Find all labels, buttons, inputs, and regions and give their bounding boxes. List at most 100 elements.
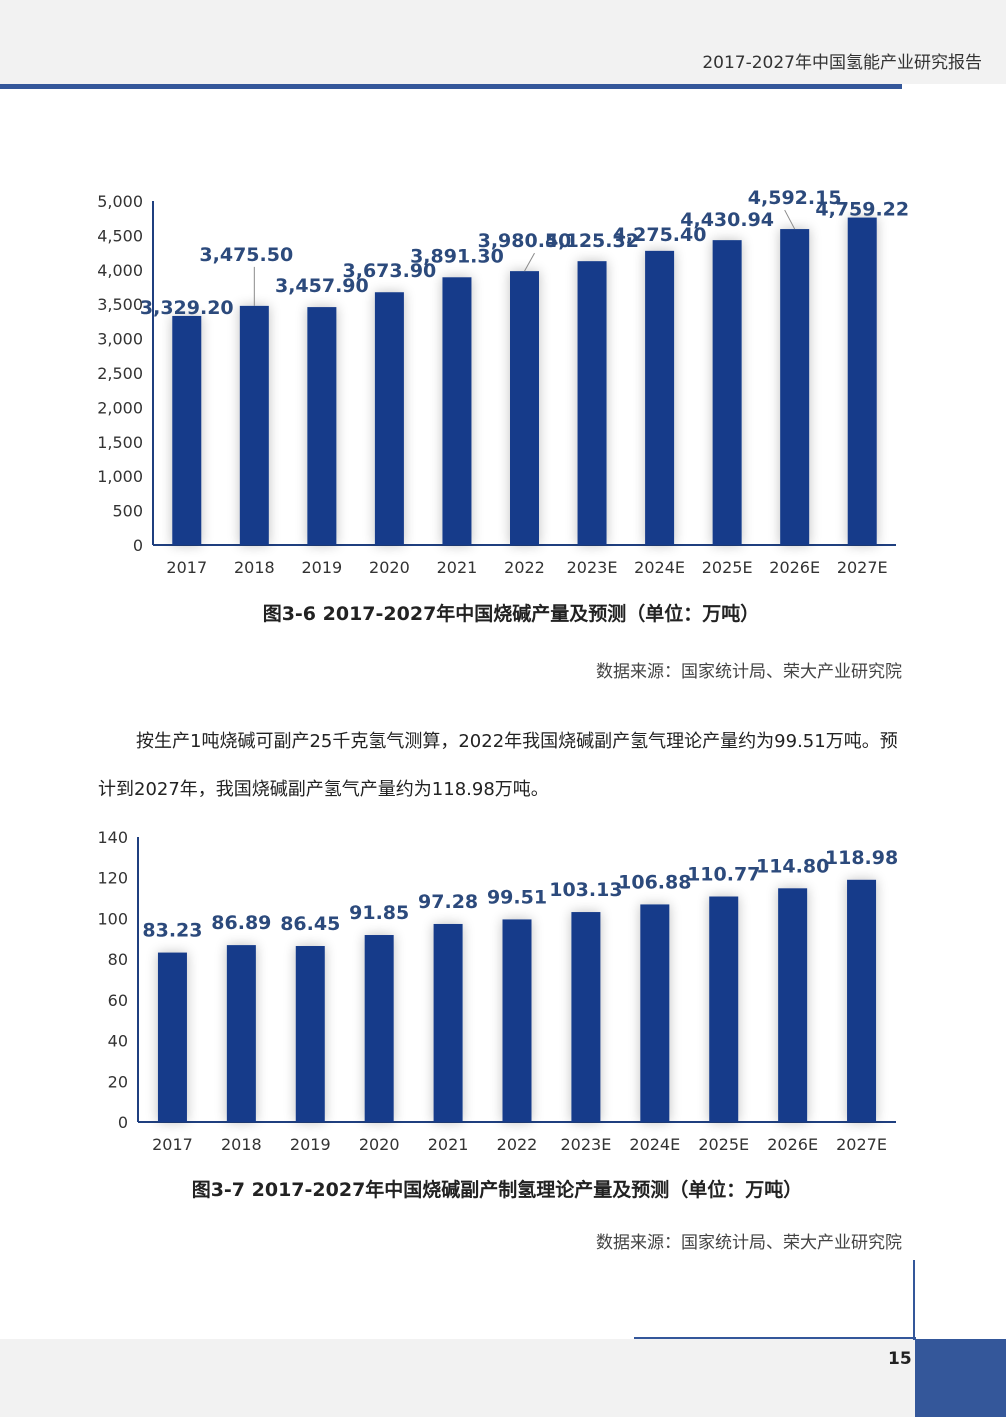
- body-paragraph-text: 按生产1吨烧碱可副产25千克氢气测算，2022年我国烧碱副产氢气理论产量约为99…: [98, 731, 898, 800]
- bar: [640, 904, 670, 1122]
- header-band: [0, 0, 1006, 84]
- bar: [709, 896, 739, 1122]
- x-tick-label: 2020: [359, 1135, 400, 1154]
- data-label: 99.51: [487, 886, 547, 908]
- x-tick-label: 2022: [504, 558, 545, 577]
- figure-caption-3-7: 图3-7 2017-2027年中国烧碱副产制氢理论产量及预测（单位：万吨）: [191, 1179, 803, 1201]
- data-label: 110.77: [687, 864, 760, 886]
- y-tick-label: 4,000: [97, 261, 143, 280]
- data-label: 3,329.20: [140, 297, 234, 319]
- bar: [712, 240, 742, 545]
- data-label: 118.98: [825, 847, 898, 869]
- y-tick-label: 20: [108, 1072, 128, 1091]
- data-source-1: 数据来源：国家统计局、荣大产业研究院: [596, 662, 902, 682]
- page-number: 15: [888, 1349, 912, 1369]
- bar: [442, 277, 472, 545]
- bar: [510, 271, 539, 545]
- figure-caption-3-6: 图3-6 2017-2027年中国烧碱产量及预测（单位：万吨）: [262, 603, 760, 625]
- x-tick-label: 2024E: [629, 1135, 680, 1154]
- data-source-2: 数据来源：国家统计局、荣大产业研究院: [596, 1233, 902, 1253]
- data-label: 86.89: [211, 912, 271, 934]
- data-label: 4,430.94: [680, 209, 774, 231]
- data-label: 4,759.22: [815, 199, 909, 221]
- x-tick-label: 2027E: [836, 1135, 887, 1154]
- x-tick-label: 2025E: [698, 1135, 749, 1154]
- x-tick-label: 2017: [166, 558, 207, 577]
- y-tick-label: 1,500: [97, 433, 143, 452]
- body-paragraph: 按生产1吨烧碱可副产25千克氢气测算，2022年我国烧碱副产氢气理论产量约为99…: [98, 718, 904, 814]
- x-tick-label: 2023E: [567, 558, 618, 577]
- x-tick-label: 2020: [369, 558, 410, 577]
- bar: [577, 261, 607, 545]
- bar: [847, 879, 877, 1122]
- y-tick-label: 3,500: [97, 295, 143, 314]
- x-tick-label: 2022: [497, 1135, 538, 1154]
- bar: [502, 919, 532, 1122]
- bar: [226, 945, 256, 1122]
- bar: [778, 888, 808, 1122]
- x-tick-label: 2018: [221, 1135, 262, 1154]
- footer-rule: [634, 1337, 916, 1339]
- bar: [433, 923, 463, 1122]
- data-label: 4,125.32: [545, 230, 639, 252]
- y-tick-label: 3,000: [97, 330, 143, 349]
- x-tick-label: 2026E: [769, 558, 820, 577]
- x-tick-label: 2021: [428, 1135, 469, 1154]
- footer-accent-block: [915, 1339, 1006, 1417]
- footer-band: [0, 1339, 1006, 1417]
- x-tick-label: 2027E: [837, 558, 888, 577]
- bar: [239, 305, 269, 545]
- data-label: 3,475.50: [199, 244, 293, 266]
- data-label: 3,891.30: [410, 245, 504, 267]
- bar: [645, 250, 675, 545]
- y-tick-label: 100: [97, 909, 128, 928]
- y-tick-label: 0: [133, 536, 143, 555]
- x-tick-label: 2024E: [634, 558, 685, 577]
- data-label: 103.13: [549, 879, 622, 901]
- y-tick-label: 80: [108, 950, 128, 969]
- bar: [307, 307, 337, 545]
- bar: [172, 315, 202, 545]
- data-label: 4,275.40: [613, 224, 707, 246]
- label-leader-line: [784, 209, 796, 230]
- x-tick-label: 2023E: [560, 1135, 611, 1154]
- bar: [295, 946, 325, 1122]
- y-tick-label: 1,000: [97, 467, 143, 486]
- x-tick-label: 2019: [302, 558, 343, 577]
- y-tick-label: 500: [112, 502, 143, 521]
- y-tick-label: 5,000: [97, 192, 143, 211]
- y-tick-label: 0: [118, 1113, 128, 1132]
- x-tick-label: 2026E: [767, 1135, 818, 1154]
- x-tick-label: 2021: [437, 558, 478, 577]
- x-tick-label: 2019: [290, 1135, 331, 1154]
- bar: [847, 217, 877, 545]
- bar: [157, 952, 187, 1122]
- data-label: 97.28: [418, 891, 478, 913]
- data-label: 106.88: [618, 871, 691, 893]
- y-tick-label: 4,500: [97, 226, 143, 245]
- data-label: 114.80: [756, 855, 829, 877]
- data-label: 91.85: [349, 902, 409, 924]
- y-tick-label: 120: [97, 869, 128, 888]
- caustic-soda-production-chart: 0 500 1,000 1,500 2,000 2,500 3,000 3,500 4,000 4…: [97, 187, 909, 577]
- data-label: 3,673.90: [343, 260, 437, 282]
- x-tick-label: 2017: [152, 1135, 193, 1154]
- bar: [364, 935, 394, 1122]
- data-label: 4,592.15: [748, 187, 842, 209]
- data-label: 83.23: [142, 920, 202, 942]
- bar: [374, 292, 404, 545]
- footer-vertical-rule: [913, 1260, 915, 1340]
- y-tick-label: 40: [108, 1032, 128, 1051]
- data-label: 3,457.90: [275, 275, 369, 297]
- label-leader-line: [524, 252, 535, 272]
- byproduct-hydrogen-chart: 0 20 40 60 80 100 120 140 83.23 2017 86.89 2018 86.4…: [97, 828, 898, 1154]
- data-label: 3,980.50: [478, 230, 572, 252]
- bar: [780, 229, 810, 545]
- report-title: 2017-2027年中国氢能产业研究报告: [702, 53, 982, 73]
- y-tick-label: 2,000: [97, 398, 143, 417]
- y-tick-label: 140: [97, 828, 128, 847]
- header-rule: [0, 84, 902, 89]
- y-tick-label: 60: [108, 991, 128, 1010]
- data-label: 86.45: [280, 913, 340, 935]
- x-tick-label: 2018: [234, 558, 275, 577]
